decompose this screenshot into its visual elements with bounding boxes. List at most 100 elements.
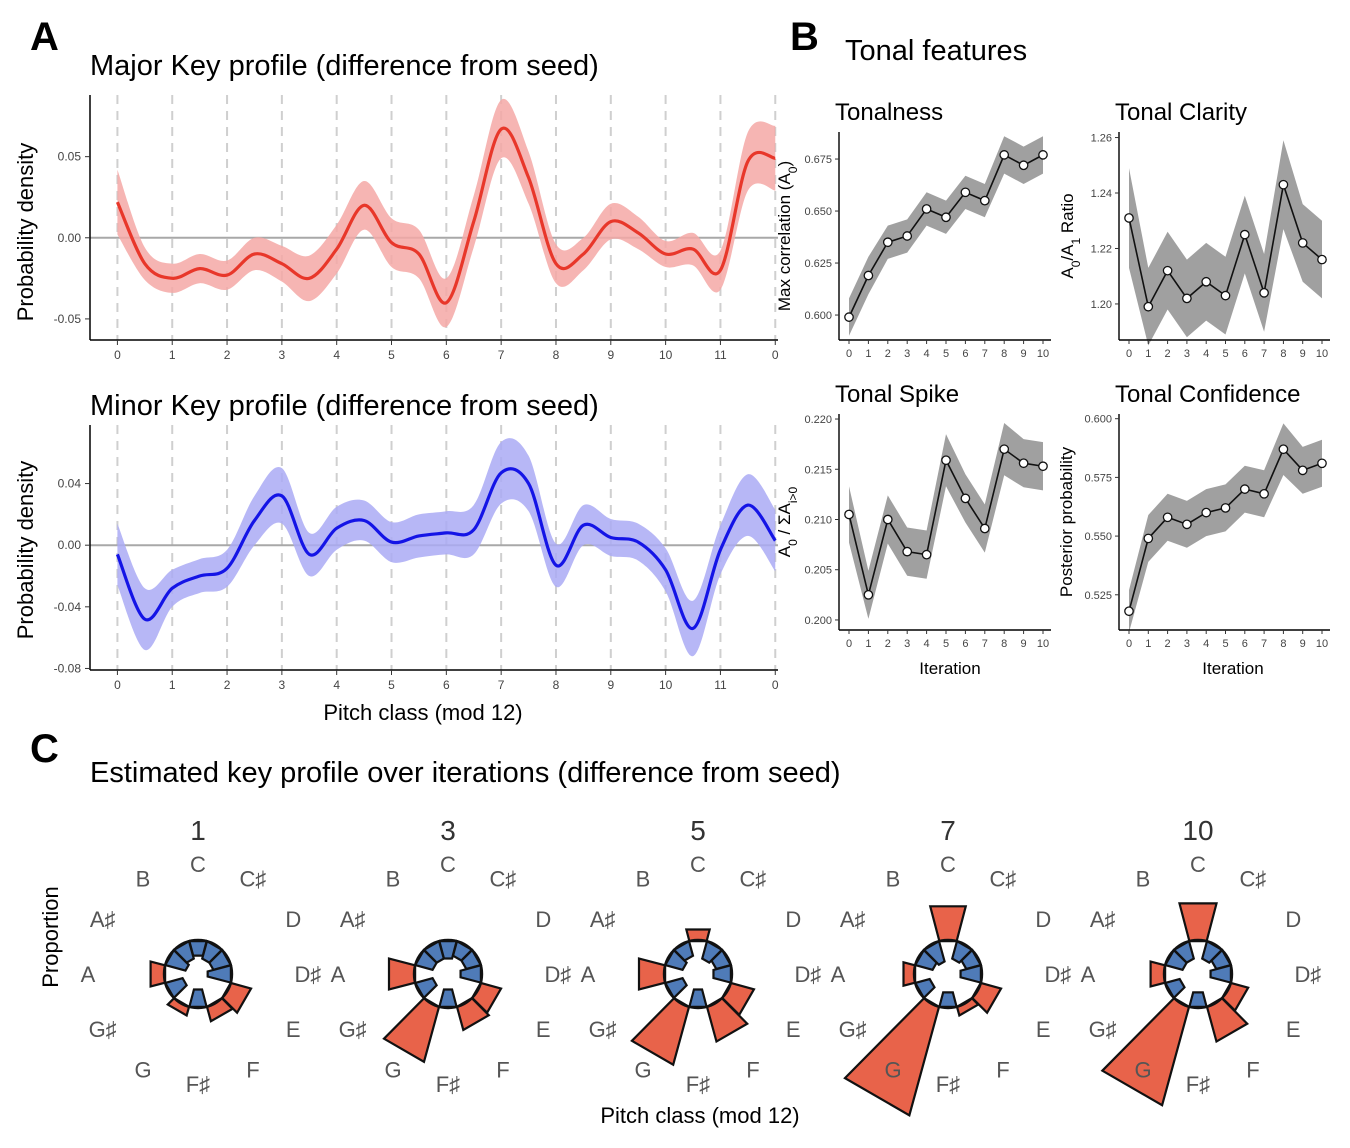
- tonalness-point: [844, 312, 854, 322]
- tonalness-point: [921, 204, 932, 214]
- tonal_spike-point: [960, 493, 971, 504]
- tonal_spike-ytick-label: 0.220: [804, 414, 832, 426]
- polar-category-label: G♯: [339, 1017, 367, 1042]
- polar-bar: [630, 996, 691, 1067]
- tonalness-confidence-band: [849, 136, 1043, 336]
- tonal-clarity-ylabel-part: A: [1058, 267, 1077, 279]
- tonal_confidence-xtick-label: 1: [1145, 638, 1151, 650]
- major-xtick-label: 5: [388, 348, 395, 362]
- tonal_confidence-confidence-band: [1129, 423, 1322, 633]
- minor-xtick-label: 7: [498, 678, 505, 692]
- tonal_confidence-xtick-label: 5: [1222, 638, 1228, 650]
- tonalness-xtick-label: 7: [982, 348, 988, 360]
- minor-xtick-label: 5: [388, 678, 395, 692]
- major-xtick-label: 11: [714, 348, 727, 362]
- polar-category-label: F: [496, 1057, 509, 1082]
- polar-category-label: E: [1036, 1017, 1051, 1042]
- proportion-ylabel: Proportion: [38, 886, 63, 988]
- polar-category-label: F: [996, 1057, 1009, 1082]
- polar-category-label: D♯: [795, 962, 822, 987]
- polar-bar: [459, 963, 482, 985]
- polar-chart-10: 10 C C♯ D D♯ E F F♯ G G♯ A A♯ B: [1081, 815, 1321, 1107]
- polar-category-label: E: [786, 1017, 801, 1042]
- tonal_confidence-xtick-label: 3: [1184, 638, 1190, 650]
- major-xtick-label: 9: [607, 348, 614, 362]
- polar-category-label: G: [634, 1057, 651, 1082]
- tonal_spike-confidence-band: [849, 423, 1043, 619]
- tonal-spike-ylabel: A0 / ΣAi>0: [775, 486, 800, 557]
- polar-bar: [163, 976, 189, 1000]
- major-xtick-label: 3: [279, 348, 286, 362]
- tonal_spike-point: [1038, 461, 1048, 472]
- tonal_spike-ytick-label: 0.200: [804, 615, 832, 627]
- tonal_clarity-point: [1278, 179, 1289, 190]
- tonal_spike-xtick-label: 0: [846, 638, 852, 650]
- tonal_clarity-xtick-label: 5: [1222, 348, 1228, 360]
- tonalness-ylabel-part: Max correlation (A: [775, 173, 794, 312]
- tonal_spike-point: [844, 509, 854, 520]
- tonal_spike-title: Tonal Spike: [835, 381, 959, 408]
- tonal_clarity-point: [1317, 254, 1327, 265]
- polar-category-label: B: [386, 867, 401, 892]
- tonal_spike-ytick-label: 0.215: [804, 464, 832, 476]
- tonal-clarity-ylabel-part: 0: [1069, 260, 1083, 267]
- tonal_confidence-xtick-label: 8: [1280, 638, 1286, 650]
- tonalness-title: Tonalness: [835, 99, 943, 126]
- tonal_clarity-confidence-band: [1129, 140, 1322, 346]
- tonalness-line: [848, 153, 1044, 318]
- tonal_confidence-xtick-label: 4: [1203, 638, 1209, 650]
- polar-category-label: C♯: [240, 867, 267, 892]
- tonal_confidence-xtick-label: 10: [1316, 638, 1328, 650]
- tonal-confidence-ylabel-part: Posterior probability: [1057, 446, 1076, 597]
- major-plot: -0.05 0.00 0.05 0 1 2 3 4 5 6 7 8 9 10 11 0: [54, 95, 779, 362]
- polar-baseline-circle: [412, 938, 484, 1010]
- minor-xtick-label: 0: [114, 678, 121, 692]
- tonal_spike-xtick-label: 4: [924, 638, 930, 650]
- polar-category-label: G♯: [89, 1017, 117, 1042]
- tonal_clarity-point: [1297, 238, 1308, 248]
- tonal_confidence-plot: 0.525 0.550 0.575 0.600 0 1 2 3 4 5 6 7 8 9 10 Tonal Co…: [1084, 381, 1330, 650]
- polar-category-label: F♯: [936, 1072, 960, 1097]
- tonalness-xtick-label: 9: [1021, 348, 1027, 360]
- polar-title: 3: [440, 815, 456, 846]
- tonal_clarity-xtick-label: 4: [1203, 348, 1209, 360]
- tonal_spike-xtick-label: 1: [865, 638, 871, 650]
- tonalness-xtick-label: 6: [962, 348, 968, 360]
- tonal_confidence-point: [1162, 512, 1173, 523]
- tonalness-ylabel: Max correlation (A0): [775, 161, 800, 311]
- major-xtick-label: 0: [772, 348, 779, 362]
- minor-ylabel: Probability density: [13, 461, 38, 640]
- tonal-spike-ylabel-part: 0: [786, 539, 800, 546]
- tonal_confidence-xtick-label: 7: [1261, 638, 1267, 650]
- tonal_confidence-xtick-label: 9: [1300, 638, 1306, 650]
- tonal_clarity-xtick-label: 1: [1145, 348, 1151, 360]
- polar-bar: [1100, 996, 1191, 1107]
- polar-category-label: A♯: [90, 907, 116, 932]
- polar-category-label: C: [690, 852, 706, 877]
- tonal_confidence-point: [1201, 507, 1212, 518]
- major-xtick-label: 10: [659, 348, 673, 362]
- tonal_clarity-point: [1143, 301, 1154, 312]
- polar-bar: [1187, 991, 1209, 1008]
- tonal_spike-xtick-label: 10: [1037, 638, 1049, 650]
- polar-category-label: D: [1035, 907, 1051, 932]
- major-xtick-label: 4: [333, 348, 340, 362]
- polar-chart-7: 7 C C♯ D D♯ E F F♯ G G♯ A A♯ B: [831, 815, 1071, 1117]
- tonalness-xtick-label: 1: [865, 348, 871, 360]
- polar-category-label: A♯: [590, 907, 616, 932]
- major-ytick-label: 0.00: [58, 231, 82, 245]
- tonalness-xtick-label: 8: [1001, 348, 1007, 360]
- polar-bar: [959, 963, 982, 985]
- polar-category-label: D: [285, 907, 301, 932]
- polar-baseline-circle: [912, 938, 984, 1010]
- tonal_clarity-xtick-label: 3: [1184, 348, 1190, 360]
- tonal_confidence-xtick-label: 6: [1242, 638, 1248, 650]
- tonal-clarity-ylabel-part: /A: [1058, 244, 1077, 261]
- polar-category-label: G: [1134, 1057, 1151, 1082]
- polar-category-label: G♯: [1089, 1017, 1117, 1042]
- polar-category-label: B: [886, 867, 901, 892]
- tonal_spike-point: [999, 444, 1010, 455]
- major-xtick-label: 8: [553, 348, 560, 362]
- tonal_confidence-ytick-label: 0.525: [1084, 590, 1112, 602]
